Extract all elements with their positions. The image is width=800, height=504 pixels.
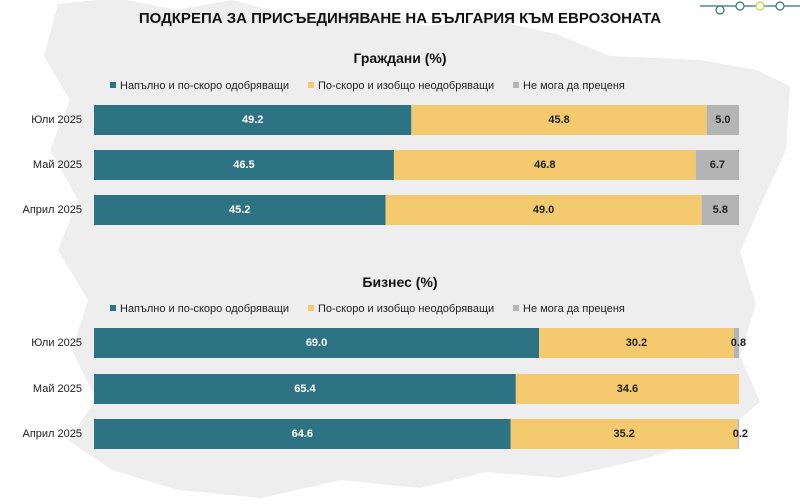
- bar-segment: [515, 374, 739, 404]
- data-label: 49.0: [533, 204, 554, 216]
- chart-title: Бизнес (%): [362, 274, 437, 290]
- data-label: 45.8: [548, 114, 569, 126]
- legend-label: Напълно и по-скоро одобряващи: [120, 80, 289, 92]
- bar-segment: [539, 328, 734, 358]
- bar-segment: [737, 419, 739, 449]
- deco-dot: [775, 1, 785, 11]
- bar-segment: [701, 195, 739, 225]
- bar-segment: [706, 105, 739, 135]
- category-label: Юли 2025: [31, 114, 82, 126]
- legend-label: По-скоро и изобщо неодобряващи: [318, 303, 494, 315]
- data-label: 46.8: [534, 159, 555, 171]
- bar-segment: [385, 195, 702, 225]
- legend-swatch: [110, 82, 116, 88]
- legend-swatch: [110, 305, 116, 311]
- legend-label: Не мога да преценя: [523, 303, 625, 315]
- bar-segment: [94, 195, 386, 225]
- category-label: Април 2025: [22, 428, 82, 440]
- bar-segment: [94, 150, 394, 180]
- data-label: 30.2: [626, 337, 647, 349]
- legend-label: Напълно и по-скоро одобряващи: [120, 303, 289, 315]
- deco-dot: [735, 1, 745, 11]
- data-label: 46.5: [233, 159, 254, 171]
- category-label: Април 2025: [22, 204, 82, 216]
- legend-swatch: [513, 82, 519, 88]
- data-label: 5.0: [715, 114, 730, 126]
- data-label: 6.7: [710, 159, 725, 171]
- legend-label: По-скоро и изобщо неодобряващи: [318, 80, 494, 92]
- category-label: Юли 2025: [31, 337, 82, 349]
- bar-segment: [733, 328, 739, 358]
- data-label: 35.2: [613, 428, 634, 440]
- data-label: 64.6: [292, 428, 313, 440]
- chart-title: Граждани (%): [353, 50, 446, 66]
- bar-segment: [94, 105, 412, 135]
- data-label: 34.6: [617, 383, 638, 395]
- data-label: 45.2: [229, 204, 250, 216]
- bar-segment: [94, 374, 516, 404]
- data-label: 0.8: [731, 337, 746, 349]
- corner-decoration: [700, 1, 800, 15]
- category-label: Май 2025: [33, 159, 82, 171]
- category-label: Май 2025: [33, 383, 82, 395]
- bar-segment: [94, 328, 540, 358]
- data-label: 49.2: [242, 114, 263, 126]
- bar-segment: [510, 419, 738, 449]
- data-label: 5.8: [713, 204, 728, 216]
- deco-dot: [715, 5, 725, 15]
- legend-swatch: [308, 305, 314, 311]
- deco-dot: [755, 1, 765, 11]
- legend-swatch: [513, 305, 519, 311]
- bar-segment: [695, 150, 739, 180]
- bar-segment: [393, 150, 696, 180]
- bar-segment: [411, 105, 707, 135]
- bar-segment: [94, 419, 511, 449]
- legend-swatch: [308, 82, 314, 88]
- data-label: 65.4: [294, 383, 316, 395]
- legend-label: Не мога да преценя: [523, 80, 625, 92]
- data-label: 0.2: [733, 428, 748, 440]
- page-title: ПОДКРЕПА ЗА ПРИСЪЕДИНЯВАНЕ НА БЪЛГАРИЯ К…: [138, 10, 662, 27]
- data-label: 69.0: [306, 337, 327, 349]
